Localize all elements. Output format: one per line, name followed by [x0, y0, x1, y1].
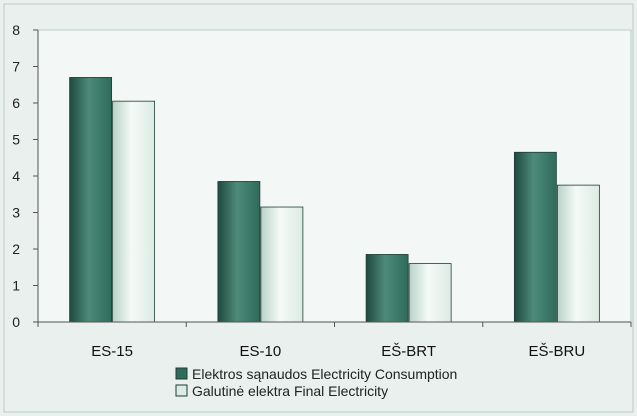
x-tick-label: ES-10 [240, 343, 282, 360]
legend-label-2: Galutinė elektra Final Electricity [192, 383, 388, 399]
bar-es-15-series-1 [69, 77, 113, 323]
bar-es-10-series-1 [217, 181, 261, 323]
y-tick-label: 8 [12, 22, 20, 38]
y-tick-label: 3 [12, 205, 20, 221]
bar-e-brt-series-1 [365, 254, 409, 323]
y-tick-label: 0 [12, 314, 20, 330]
x-tick-label: EŠ-BRU [529, 343, 586, 360]
x-tick-label: EŠ-BRT [381, 343, 436, 360]
bar-e-bru-series-2 [556, 184, 600, 323]
bar-e-bru-series-1 [513, 151, 557, 323]
bar-e-brt-series-2 [408, 263, 452, 323]
bar-es-15-series-2 [112, 100, 156, 323]
x-tick-label: ES-15 [91, 343, 133, 360]
y-tick-label: 7 [12, 59, 20, 75]
y-tick-label: 6 [12, 95, 20, 111]
legend: Elektros sąnaudos Electricity Consumptio… [175, 366, 457, 399]
bar-es-10-series-2 [260, 206, 304, 323]
y-tick-label: 5 [12, 132, 20, 148]
chart-frame [3, 3, 634, 413]
legend-swatch-2 [175, 384, 188, 397]
bars [69, 77, 600, 323]
x-axis: ES-15 ES-10 EŠ-BRT EŠ-BRU [37, 321, 632, 360]
legend-label-1: Elektros sąnaudos Electricity Consumptio… [192, 366, 457, 382]
y-tick-label: 2 [12, 241, 20, 257]
y-tick-label: 4 [12, 168, 20, 184]
y-tick-label: 1 [12, 278, 20, 294]
y-axis: 0 1 2 3 4 5 6 7 8 [12, 22, 39, 330]
legend-swatch-1 [175, 367, 188, 380]
